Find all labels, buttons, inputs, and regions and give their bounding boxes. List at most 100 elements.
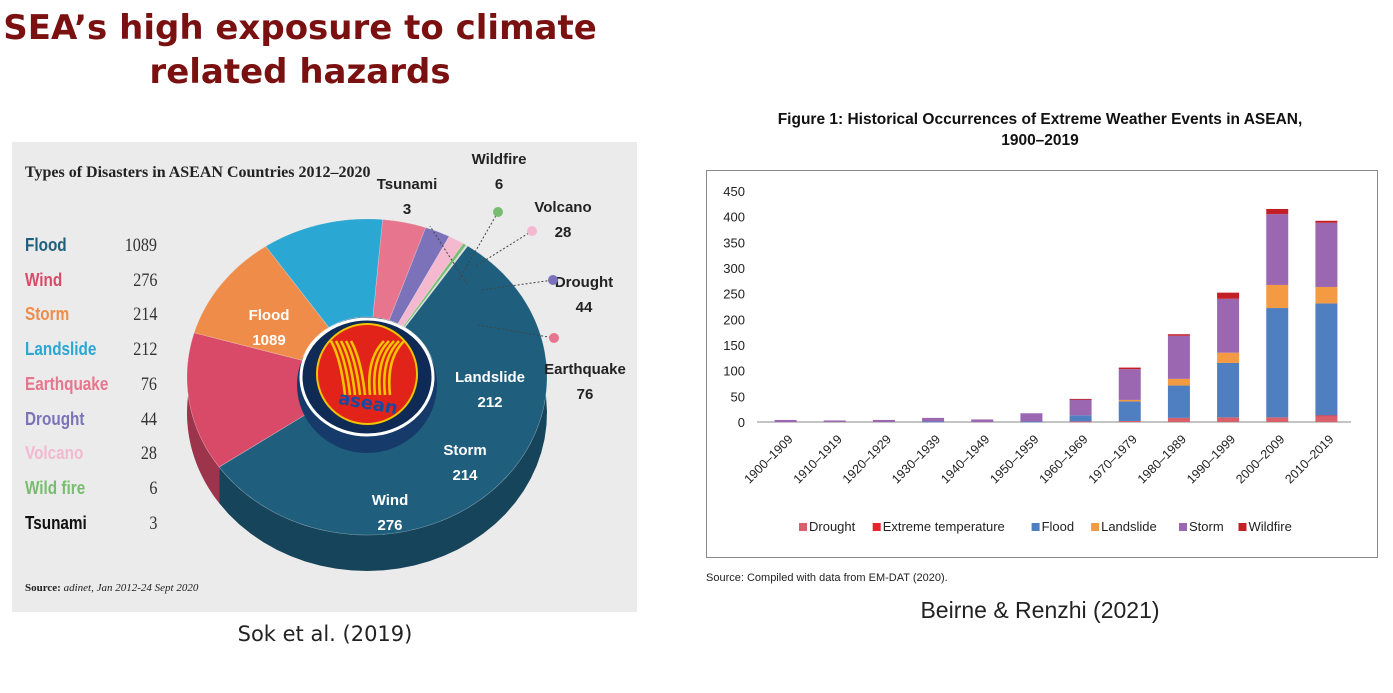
bar-drought-11 xyxy=(1315,415,1338,422)
bar-flood-10 xyxy=(1266,308,1289,418)
bar-legend-item-drought: Drought xyxy=(799,519,856,534)
leader-dot xyxy=(549,333,559,343)
legend-item-tsunami: Tsunami 3 xyxy=(25,513,157,541)
donut-side-wind xyxy=(187,332,220,504)
leader-line xyxy=(475,230,533,267)
bar-storm-7 xyxy=(1118,369,1141,400)
legend-item-volcano: Volcano 28 xyxy=(25,443,157,471)
asean-logo: asean xyxy=(297,317,437,453)
caption-left: Sok et al. (2019) xyxy=(237,622,413,646)
legend-value: 1089 xyxy=(124,235,157,256)
x-tick-label: 2000–2009 xyxy=(1233,432,1287,486)
legend-text: Wildfire xyxy=(1249,519,1292,534)
donut-slice-storm xyxy=(193,245,330,361)
bar-landslide-7 xyxy=(1118,399,1141,402)
donut-slice-wildfire xyxy=(402,243,467,328)
slice-label-wind: Wind 276 xyxy=(372,492,409,534)
slice-label-value: 212 xyxy=(477,394,502,411)
slice-label-value: 44 xyxy=(576,299,593,316)
slice-label-storm: Storm 214 xyxy=(443,442,486,484)
y-tick-label: 300 xyxy=(723,261,745,276)
legend-swatch xyxy=(872,523,881,531)
bar-storm-3 xyxy=(922,417,945,422)
y-axis: 0 50 100 150 200 250 300 350 400 450 xyxy=(723,184,745,430)
slice-label-earthquake: Earthquake 76 xyxy=(477,324,626,403)
bar-chart-frame: 0 50 100 150 200 250 300 350 400 450 1900–1909 1910… xyxy=(706,170,1378,558)
legend-label: Flood xyxy=(25,235,67,255)
bar-landslide-11 xyxy=(1315,286,1338,304)
disaster-types-panel: Types of Disasters in ASEAN Countries 20… xyxy=(12,142,637,612)
bar-chart-title-line1: Figure 1: Historical Occurrences of Extr… xyxy=(777,111,1303,128)
slice-label-value: 276 xyxy=(377,517,402,534)
leader-line xyxy=(477,324,555,339)
bar-storm-4 xyxy=(971,419,994,422)
bar-legend-item-flood: Flood xyxy=(1031,519,1075,534)
legend-value: 214 xyxy=(132,304,157,326)
y-tick-label: 400 xyxy=(723,210,745,225)
bar-storm-0 xyxy=(774,419,797,422)
legend-value: 44 xyxy=(140,408,157,430)
bar-storm-11 xyxy=(1315,222,1338,287)
bar-drought-10 xyxy=(1266,417,1289,422)
x-tick-label: 1960–1969 xyxy=(1037,432,1091,486)
legend-text: Landslide xyxy=(1101,519,1157,534)
legend-item-flood: Flood 1089 xyxy=(25,235,157,263)
bar-chart-title: Figure 1: Historical Occurrences of Extr… xyxy=(700,109,1380,151)
slide-title-line2: related hazards xyxy=(149,52,451,92)
slice-label-value: 6 xyxy=(495,176,503,193)
bar-storm-6 xyxy=(1069,399,1092,416)
x-tick-label: 1970–1979 xyxy=(1086,432,1140,486)
donut-labels: Flood1089Wind276Storm214Landslide212Eart… xyxy=(249,151,626,534)
legend-item-earthquake: Earthquake 76 xyxy=(25,374,157,402)
slice-label-name: Wind xyxy=(372,492,409,509)
legend-swatch xyxy=(1091,523,1100,531)
bar-storm-9 xyxy=(1217,298,1240,353)
legend-label: Wind xyxy=(25,269,63,290)
legend-label: Tsunami xyxy=(25,512,87,533)
bar-extreme-temperature-11 xyxy=(1315,415,1338,417)
bar-wildfire-8 xyxy=(1167,334,1190,336)
bar-storm-1 xyxy=(823,420,846,422)
legend-swatch xyxy=(799,523,807,531)
bar-wildfire-7 xyxy=(1118,367,1141,370)
slice-label-value: 1089 xyxy=(252,332,285,349)
y-tick-label: 0 xyxy=(738,415,745,430)
legend-label: Landslide xyxy=(25,339,97,360)
bar-flood-9 xyxy=(1217,362,1240,418)
slice-label-name: Storm xyxy=(443,442,486,459)
donut-chart-title: Types of Disasters in ASEAN Countries 20… xyxy=(25,164,371,181)
donut-slices xyxy=(186,218,548,536)
legend-item-wildfire: Wild fire 6 xyxy=(25,478,157,506)
bar-landslide-10 xyxy=(1266,284,1289,309)
x-axis: 1900–19091910–19191920–19291930–19391940… xyxy=(742,432,1337,486)
x-tick-label: 1950–1959 xyxy=(987,432,1041,486)
legend-value: 3 xyxy=(148,512,157,534)
x-tick-label: 1980–1989 xyxy=(1135,432,1189,486)
legend-swatch xyxy=(1031,523,1040,531)
donut-chart: asean Flood 1089 Wind 276 Storm 214 Landslide 21… xyxy=(186,151,626,571)
donut-source: Source: adinet, Jan 2012-24 Sept 2020 xyxy=(25,582,198,594)
donut-slice-landslide xyxy=(265,218,383,328)
x-tick-label: 1990–1999 xyxy=(1184,432,1238,486)
x-tick-label: 1940–1949 xyxy=(938,432,992,486)
bar-drought-7 xyxy=(1118,420,1141,422)
legend-swatch xyxy=(1238,523,1247,531)
legend-item-drought: Drought 44 xyxy=(25,409,157,437)
slice-label-flood: Flood 1089 xyxy=(249,307,290,349)
bar-legend-item-storm: Storm xyxy=(1179,519,1224,534)
y-tick-label: 50 xyxy=(731,389,745,404)
slice-label-value: 28 xyxy=(555,224,572,241)
bar-landslide-8 xyxy=(1167,378,1190,386)
legend-text: Flood xyxy=(1042,519,1075,534)
legend-item-storm: Storm 214 xyxy=(25,304,157,332)
y-tick-label: 350 xyxy=(723,235,745,250)
legend-label: Earthquake xyxy=(25,373,109,394)
legend-value: 212 xyxy=(132,339,157,361)
bar-flood-11 xyxy=(1315,303,1338,416)
leader-dot xyxy=(548,275,558,285)
bars xyxy=(774,208,1338,423)
slice-label-wildfire: Wildfire 6 xyxy=(458,151,526,281)
leader-line-tsunami xyxy=(429,225,468,285)
bar-drought-9 xyxy=(1217,417,1240,422)
slice-label-name: Volcano xyxy=(534,199,591,216)
